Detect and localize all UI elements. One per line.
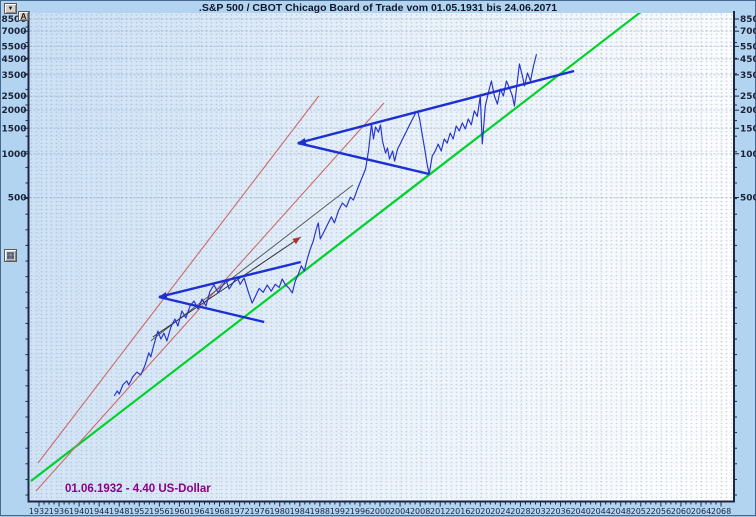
x-axis-label: 2044 bbox=[591, 507, 611, 516]
x-axis-label: 1952 bbox=[129, 507, 149, 516]
y-axis-label-left: 3500 bbox=[1, 71, 26, 81]
y-axis-label-left: 1000 bbox=[1, 150, 26, 160]
x-axis-label: 2008 bbox=[410, 507, 430, 516]
y-axis-label-right: 500 bbox=[740, 193, 756, 203]
y-axis-label-right: 5500 bbox=[740, 42, 756, 52]
annotation-tool-button[interactable]: A bbox=[18, 11, 29, 21]
broadening-pattern-large-upper bbox=[297, 69, 575, 145]
x-axis-label: 1948 bbox=[109, 507, 129, 516]
x-axis-label: 2052 bbox=[631, 507, 651, 516]
y-axis-label-right: 7000 bbox=[740, 27, 756, 37]
series-group bbox=[30, 13, 642, 492]
price-annotation: 01.06.1932 - 4.40 US-Dollar bbox=[65, 483, 211, 495]
y-axis-label-right: 3500 bbox=[740, 71, 756, 81]
sp500-price bbox=[113, 53, 538, 397]
x-axis-label: 2024 bbox=[490, 507, 510, 516]
y-axis-label-right: 8500 bbox=[740, 15, 756, 25]
y-axis-label-left: 500 bbox=[8, 193, 27, 203]
x-axis-label: 2068 bbox=[711, 507, 731, 516]
x-axis-label: 1984 bbox=[290, 507, 310, 516]
plot-area[interactable] bbox=[29, 13, 734, 502]
x-axis-label: 1996 bbox=[350, 507, 370, 516]
x-axis-label: 2060 bbox=[671, 507, 691, 516]
y-axis-label-left: 4500 bbox=[1, 55, 26, 65]
x-axis-label: 2020 bbox=[470, 507, 490, 516]
x-axis-label: 1976 bbox=[249, 507, 269, 516]
y-axis-label-left: 2000 bbox=[1, 106, 26, 116]
broadening-pattern-large-lower bbox=[297, 141, 430, 176]
chart-tool-icon: ▦ bbox=[6, 250, 15, 260]
collapse-button[interactable]: ▼ bbox=[4, 3, 17, 14]
x-axis-label: 2056 bbox=[651, 507, 671, 516]
x-axis-label: 2064 bbox=[691, 507, 711, 516]
y-axis-label-right: 1500 bbox=[740, 124, 756, 134]
x-axis-label: 1956 bbox=[149, 507, 169, 516]
x-axis-label: 2000 bbox=[370, 507, 390, 516]
x-axis-label: 1964 bbox=[189, 507, 209, 516]
x-axis-label: 1992 bbox=[330, 507, 350, 516]
x-axis-label: 1936 bbox=[49, 507, 69, 516]
x-axis-label: 1972 bbox=[229, 507, 249, 516]
x-axis-label: 1988 bbox=[310, 507, 330, 516]
y-axis-label-left: 2500 bbox=[1, 92, 26, 102]
x-axis-label: 2028 bbox=[510, 507, 530, 516]
y-axis-label-right: 2000 bbox=[740, 106, 756, 116]
x-axis-label: 2032 bbox=[530, 507, 550, 516]
x-axis-label: 2016 bbox=[450, 507, 470, 516]
fan-trendline-short bbox=[152, 236, 302, 338]
x-axis-label: 2012 bbox=[430, 507, 450, 516]
chart-title: .S&P 500 / CBOT Chicago Board of Trade v… bbox=[198, 2, 558, 14]
x-axis-label: 2004 bbox=[390, 507, 410, 516]
y-axis-label-right: 2500 bbox=[740, 92, 756, 102]
y-axis-label-left: 1500 bbox=[1, 124, 26, 134]
y-axis-label-left: 7000 bbox=[1, 27, 26, 37]
broadening-pattern-small-lower bbox=[158, 295, 265, 324]
x-axis-label: 2040 bbox=[570, 507, 590, 516]
x-axis-label: 1940 bbox=[69, 507, 89, 516]
y-axis-label-left: 8500 bbox=[1, 15, 26, 25]
chart-tool-button[interactable]: ▦ bbox=[4, 249, 17, 262]
x-axis-label: 1968 bbox=[209, 507, 229, 516]
trendline-arrowhead bbox=[292, 237, 301, 245]
x-axis-label: 1932 bbox=[29, 507, 49, 516]
collapse-icon: ▼ bbox=[7, 5, 14, 12]
x-axis-label: 1944 bbox=[89, 507, 109, 516]
y-axis-label-right: 1000 bbox=[740, 150, 756, 160]
broadening-pattern-small-upper bbox=[158, 260, 302, 299]
x-axis-label: 2048 bbox=[611, 507, 631, 516]
long-term-green-trendline bbox=[30, 13, 642, 482]
x-axis-label: 1980 bbox=[270, 507, 290, 516]
x-axis-label: 1960 bbox=[169, 507, 189, 516]
y-axis-label-right: 4500 bbox=[740, 55, 756, 65]
red-channel-lower bbox=[35, 102, 385, 492]
y-axis-label-left: 5500 bbox=[1, 42, 26, 52]
red-channel-upper bbox=[37, 95, 320, 464]
x-axis-label: 2036 bbox=[550, 507, 570, 516]
